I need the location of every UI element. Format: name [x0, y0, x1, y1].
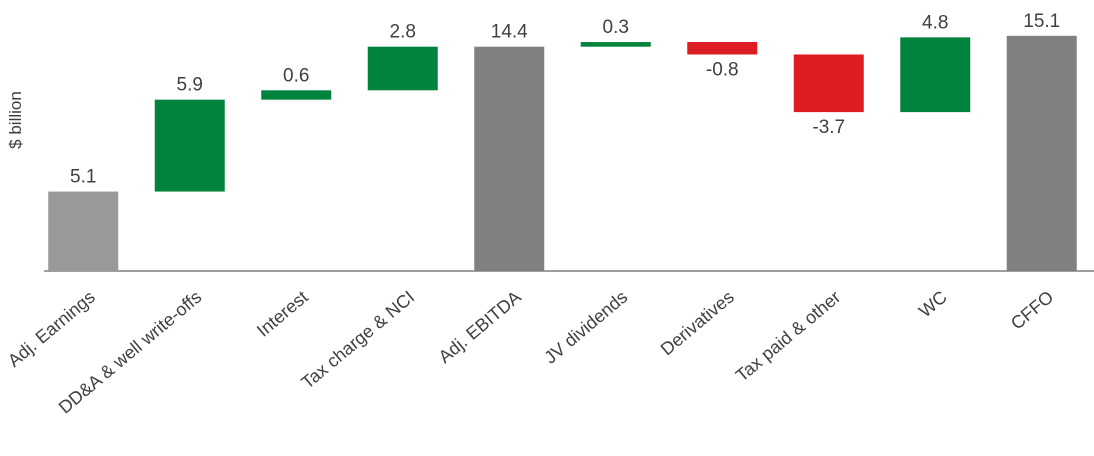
value-label-5: 0.3	[603, 17, 629, 38]
value-label-0: 5.1	[70, 167, 96, 188]
bar-0	[48, 191, 119, 271]
value-label-2: 0.6	[283, 65, 309, 86]
value-labels-group: 5.1 5.9 0.6 2.8 14.4 0.3 -0.8 -3.7 4.8 15.1	[70, 11, 1060, 188]
category-label-7: Tax paid & other	[732, 287, 845, 386]
value-label-6: -0.8	[706, 59, 739, 80]
value-label-4: 14.4	[491, 22, 528, 43]
category-label-9: CFFO	[1007, 287, 1057, 334]
value-label-9: 15.1	[1023, 11, 1060, 32]
bars-group	[48, 35, 1077, 272]
value-label-3: 2.8	[390, 22, 416, 43]
category-label-6: Derivatives	[657, 287, 738, 360]
bar-9	[1006, 35, 1077, 272]
bar-2	[261, 90, 332, 100]
category-label-4: Adj. EBITDA	[435, 287, 525, 367]
value-label-1: 5.9	[177, 75, 203, 96]
value-label-8: 4.8	[922, 12, 948, 33]
value-label-7: -3.7	[812, 117, 845, 138]
category-label-5: JV dividends	[540, 287, 631, 368]
bar-5	[580, 42, 651, 47]
category-label-3: Tax charge & NCI	[297, 287, 418, 393]
category-label-0: Adj. Earnings	[4, 287, 99, 371]
bar-4	[474, 46, 545, 271]
category-label-8: WC	[915, 287, 951, 322]
bar-7	[793, 54, 864, 113]
bar-8	[900, 37, 971, 113]
bar-6	[687, 42, 758, 55]
y-axis-label: $ billion	[6, 91, 25, 149]
bar-3	[367, 46, 438, 91]
category-label-2: Interest	[253, 287, 312, 341]
bar-1	[154, 99, 225, 192]
